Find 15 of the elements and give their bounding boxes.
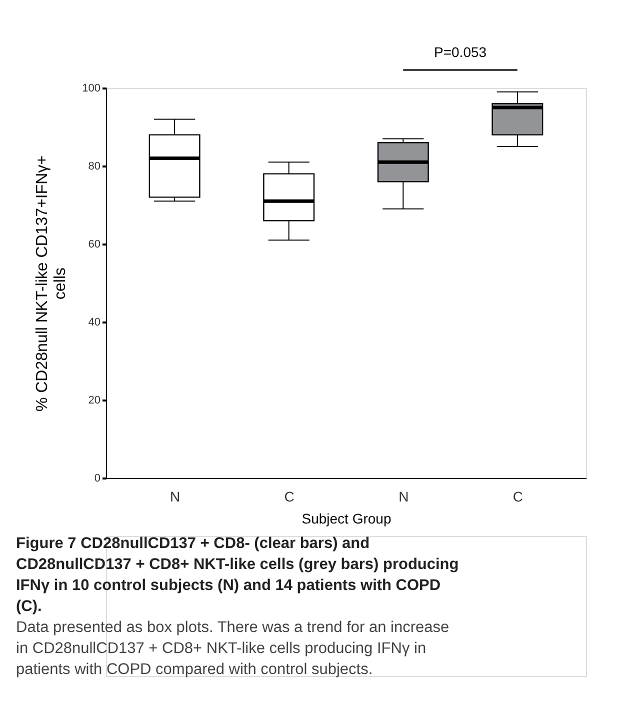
x-tick-label: C [284, 488, 294, 504]
caption: Figure 7 CD28nullCD137 + CD8- (clear bars) and CD28nullCD137 + CD8+ NKT-like cells (grey bars) producing IFNγ in 10 control subjects (N) and 14 patients with COPD (C). [16, 535, 459, 615]
x-axis-title: Subject Group [302, 510, 392, 526]
text: Data presented as box plots. There was a trend for an increase in CD28nullCD137 + CD8+ NKT-like cells producing IFNγ in patients with COPD compared with control subjects. [16, 619, 450, 678]
y-tick-label: 60 [88, 238, 100, 250]
y-axis-title: % CD28null NKT-like CD137+IFNγ+ cells [34, 155, 70, 412]
y-tick-label: 0 [94, 472, 100, 484]
x-tick-label: C [512, 488, 523, 504]
text: P=0.053 [434, 44, 487, 60]
x-tick-label: N [398, 488, 409, 504]
y-tick-label: 100 [82, 82, 100, 94]
y-tick-label: 80 [88, 160, 100, 172]
y-tick-label: 20 [88, 394, 100, 406]
y-tick-label: 40 [88, 316, 100, 328]
x-tick-label: N [170, 488, 180, 504]
